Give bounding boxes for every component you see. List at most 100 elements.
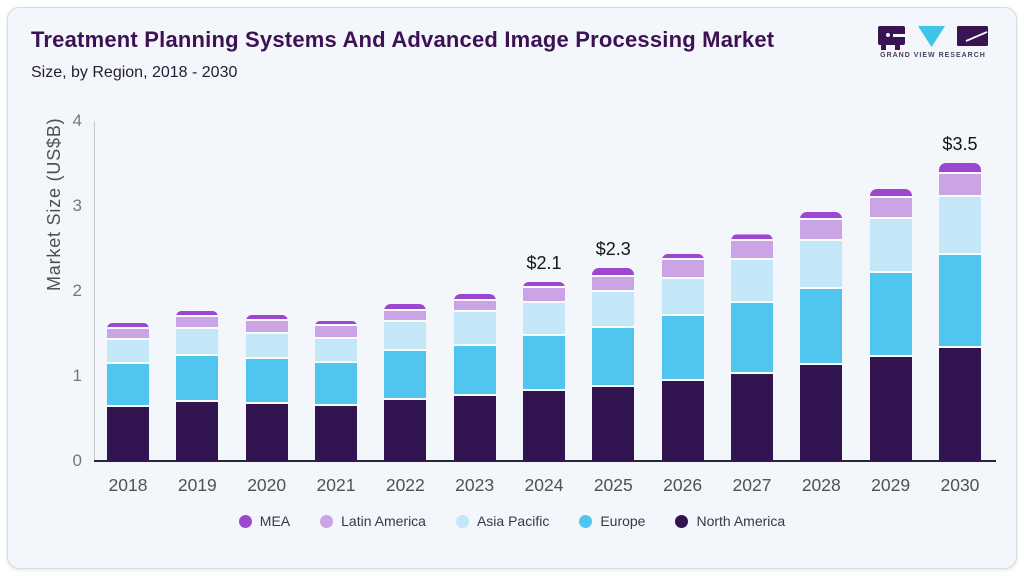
bar-segment-mea-2023[interactable] [453, 293, 496, 301]
bar-2018[interactable]: 2018 [107, 322, 149, 495]
bar-segment-north-america-2030[interactable] [938, 348, 981, 461]
bar-segment-latin-america-2024[interactable] [522, 287, 565, 304]
bar-segment-mea-2025[interactable] [592, 268, 635, 277]
bar-segment-europe-2023[interactable] [453, 345, 496, 396]
x-tick-label-2018: 2018 [108, 475, 148, 495]
bar-segment-latin-america-2028[interactable] [800, 219, 843, 242]
chart-legend: MEA Latin America Asia Pacific Europe North … [8, 513, 1016, 529]
bar-segment-mea-2022[interactable] [384, 303, 427, 311]
bar-segment-europe-2019[interactable] [176, 355, 219, 402]
bar-segment-north-america-2022[interactable] [384, 399, 427, 461]
bar-segment-mea-2028[interactable] [800, 212, 843, 220]
bar-segment-asia-pacific-2020[interactable] [245, 333, 288, 360]
x-tick-label-2029: 2029 [871, 475, 911, 495]
bar-value-label-2024: $2.1 [526, 252, 562, 273]
bar-segment-latin-america-2029[interactable] [869, 197, 912, 220]
bar-segment-asia-pacific-2025[interactable] [592, 292, 635, 328]
bar-2030[interactable]: $3.5 2030 [938, 134, 981, 495]
bar-segment-north-america-2024[interactable] [522, 391, 565, 461]
stacked-bar-chart: 0 1 2 3 4 2018 2019 2020 2021 2022 2023 $2.1 2024 $2.… [73, 112, 996, 495]
bar-segment-mea-2030[interactable] [938, 163, 981, 175]
bar-2028[interactable]: 2028 [800, 212, 843, 495]
bar-value-label-2025: $2.3 [595, 239, 631, 260]
bar-2020[interactable]: 2020 [245, 315, 288, 495]
bar-segment-north-america-2019[interactable] [176, 401, 219, 461]
bar-segment-north-america-2018[interactable] [107, 406, 149, 461]
legend-swatch-icon [320, 514, 334, 528]
bar-segment-latin-america-2025[interactable] [592, 276, 635, 293]
bar-segment-asia-pacific-2027[interactable] [730, 259, 773, 304]
bar-segment-europe-2024[interactable] [522, 336, 565, 392]
bar-segment-asia-pacific-2019[interactable] [176, 328, 219, 356]
bar-segment-north-america-2023[interactable] [453, 395, 496, 461]
bar-segment-mea-2019[interactable] [176, 310, 219, 317]
legend-item-latin-america[interactable]: Latin America [320, 513, 426, 529]
bar-segment-mea-2021[interactable] [314, 320, 357, 327]
bar-segment-latin-america-2023[interactable] [453, 300, 496, 313]
bar-2027[interactable]: 2027 [730, 234, 773, 495]
bar-segment-latin-america-2019[interactable] [176, 316, 219, 329]
bar-segment-europe-2021[interactable] [314, 362, 357, 406]
bar-segment-europe-2030[interactable] [938, 254, 981, 349]
y-tick-label-2: 2 [72, 281, 82, 301]
x-tick-label-2024: 2024 [524, 475, 564, 495]
bar-segment-mea-2024[interactable] [522, 281, 565, 288]
bar-segment-europe-2029[interactable] [869, 272, 912, 357]
bar-segment-europe-2028[interactable] [800, 288, 843, 366]
bar-segment-asia-pacific-2028[interactable] [800, 241, 843, 289]
bar-segment-europe-2020[interactable] [245, 359, 288, 405]
bar-segment-mea-2026[interactable] [661, 253, 704, 260]
x-tick-label-2022: 2022 [385, 475, 425, 495]
page-title: Treatment Planning Systems And Advanced … [31, 27, 775, 52]
bar-2029[interactable]: 2029 [869, 189, 912, 495]
legend-item-asia-pacific[interactable]: Asia Pacific [455, 513, 549, 529]
bar-2024[interactable]: $2.1 2024 [522, 253, 565, 495]
bar-segment-europe-2027[interactable] [730, 303, 773, 374]
bar-segment-asia-pacific-2030[interactable] [938, 197, 981, 255]
bar-2026[interactable]: 2026 [661, 253, 704, 495]
bar-segment-north-america-2028[interactable] [800, 365, 843, 461]
bar-segment-north-america-2020[interactable] [245, 404, 288, 461]
bar-segment-europe-2025[interactable] [592, 327, 635, 388]
bar-segment-latin-america-2018[interactable] [107, 328, 149, 340]
bar-segment-asia-pacific-2026[interactable] [661, 278, 704, 316]
bar-segment-north-america-2029[interactable] [869, 356, 912, 461]
legend-item-europe[interactable]: Europe [579, 513, 645, 529]
bar-segment-latin-america-2021[interactable] [314, 326, 357, 339]
bar-2025[interactable]: $2.3 2025 [592, 239, 635, 495]
bar-segment-latin-america-2027[interactable] [730, 241, 773, 260]
bar-segment-europe-2018[interactable] [107, 364, 149, 407]
bar-segment-mea-2020[interactable] [245, 315, 288, 321]
bar-segment-latin-america-2022[interactable] [384, 310, 427, 322]
legend-label: Europe [600, 513, 646, 529]
bar-segment-asia-pacific-2021[interactable] [314, 338, 357, 363]
bar-segment-latin-america-2020[interactable] [245, 320, 288, 334]
bar-segment-north-america-2021[interactable] [314, 405, 357, 461]
bar-segment-mea-2018[interactable] [107, 322, 149, 329]
bar-segment-asia-pacific-2024[interactable] [522, 303, 565, 337]
bar-segment-europe-2026[interactable] [661, 315, 704, 382]
page-subtitle: Size, by Region, 2018 - 2030 [31, 64, 238, 81]
bar-segment-mea-2029[interactable] [869, 189, 912, 198]
legend-swatch-icon [238, 514, 252, 528]
bar-segment-latin-america-2026[interactable] [661, 259, 704, 279]
brand-logo: GRAND VIEW RESEARCH [878, 26, 988, 59]
bar-segment-north-america-2025[interactable] [592, 387, 635, 461]
bar-segment-asia-pacific-2018[interactable] [107, 339, 149, 365]
bar-2022[interactable]: 2022 [384, 303, 427, 495]
bar-segment-north-america-2027[interactable] [730, 373, 773, 461]
bar-segment-north-america-2026[interactable] [661, 381, 704, 461]
x-tick-label-2021: 2021 [316, 475, 356, 495]
bar-segment-latin-america-2030[interactable] [938, 174, 981, 197]
legend-item-mea[interactable]: MEA [238, 513, 290, 529]
legend-swatch-icon [675, 514, 689, 528]
bar-2019[interactable]: 2019 [176, 310, 219, 495]
legend-item-north-america[interactable]: North America [675, 513, 785, 529]
bar-segment-asia-pacific-2022[interactable] [384, 321, 427, 352]
bar-segment-asia-pacific-2023[interactable] [453, 312, 496, 346]
bar-segment-mea-2027[interactable] [730, 234, 773, 242]
bar-segment-asia-pacific-2029[interactable] [869, 219, 912, 273]
bar-2021[interactable]: 2021 [314, 320, 357, 495]
bar-2023[interactable]: 2023 [453, 293, 496, 495]
bar-segment-europe-2022[interactable] [384, 351, 427, 400]
